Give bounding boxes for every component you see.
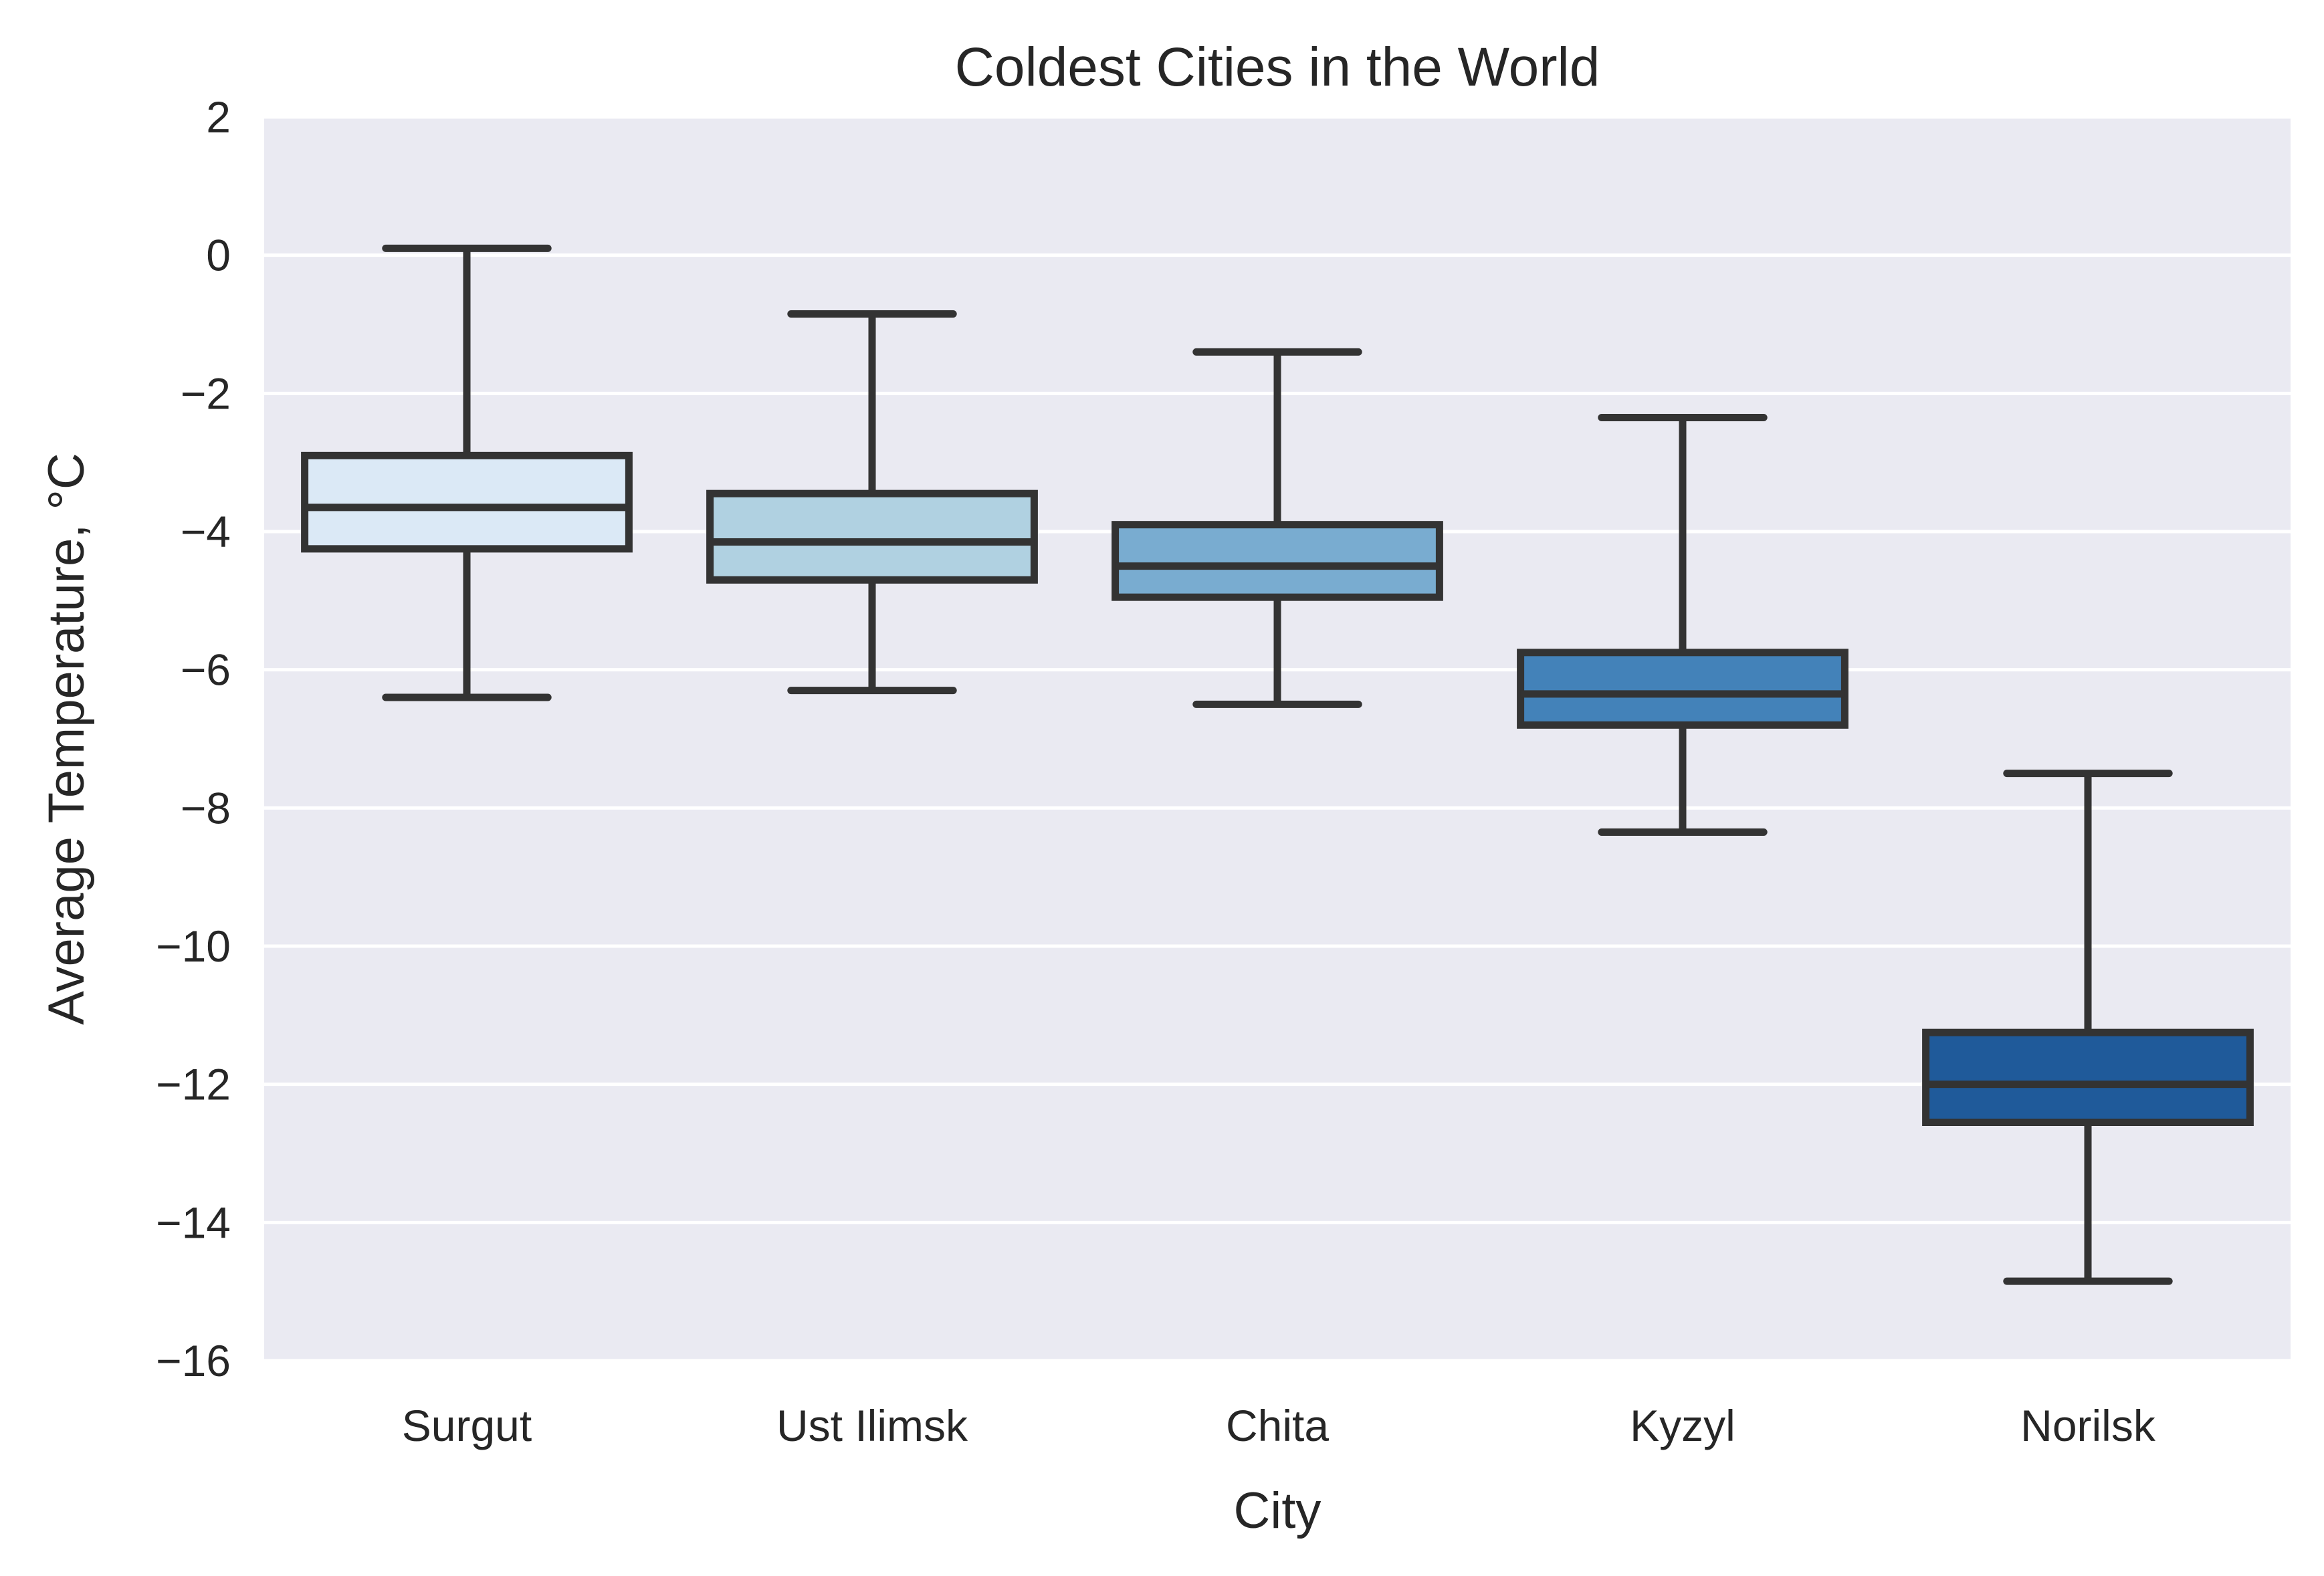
chart-title: Coldest Cities in the World	[955, 37, 1600, 98]
x-tick-label: Norilsk	[2020, 1401, 2156, 1450]
y-tick-label: −8	[181, 783, 231, 832]
x-tick-label: Chita	[1226, 1401, 1329, 1450]
box	[706, 489, 1038, 584]
y-tick-label: 2	[206, 92, 231, 142]
y-tick-label: −10	[156, 921, 231, 971]
box	[301, 451, 633, 553]
x-axis-title: City	[1234, 1482, 1322, 1539]
y-tick-label: −6	[181, 645, 231, 695]
y-tick-label: 0	[206, 231, 231, 280]
box	[1112, 521, 1443, 601]
box	[1922, 1028, 2254, 1126]
box-surgut	[301, 244, 633, 701]
box	[1517, 649, 1848, 729]
y-tick-label: −4	[181, 507, 231, 556]
y-tick-label: −12	[156, 1060, 231, 1109]
plot-area-background	[264, 117, 2291, 1361]
x-axis-ticks: Surgut Ust Ilimsk Chita Kyzyl Norilsk	[402, 1401, 2156, 1450]
box-kyzyl	[1517, 414, 1848, 836]
x-tick-label: Ust Ilimsk	[776, 1401, 968, 1450]
x-tick-label: Kyzyl	[1630, 1401, 1735, 1450]
box-norilsk	[1922, 770, 2254, 1285]
y-axis-title: Average Temperature, °C	[38, 453, 95, 1025]
y-tick-label: −16	[156, 1336, 231, 1385]
y-axis-ticks: 2 0 −2 −4 −6 −8 −10 −12 −14 −16	[156, 92, 231, 1385]
box-ust-ilimsk	[706, 310, 1038, 695]
y-tick-label: −14	[156, 1198, 231, 1247]
y-tick-label: −2	[181, 368, 231, 418]
box-series	[301, 244, 2254, 1285]
box-chita	[1112, 348, 1443, 708]
x-tick-label: Surgut	[402, 1401, 532, 1450]
